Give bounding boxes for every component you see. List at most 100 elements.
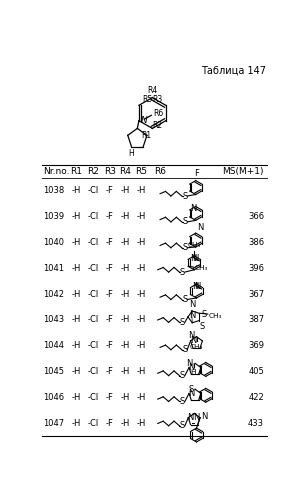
Text: -H: -H: [137, 186, 146, 195]
Text: -H: -H: [137, 393, 146, 402]
Text: -Cl: -Cl: [88, 367, 99, 376]
Text: -F: -F: [106, 212, 114, 221]
Text: 1046: 1046: [43, 393, 64, 402]
Text: -F: -F: [106, 186, 114, 195]
Text: CH₃: CH₃: [195, 265, 209, 271]
Text: 1038: 1038: [43, 186, 64, 195]
Text: N: N: [192, 282, 198, 291]
Text: N: N: [202, 413, 208, 422]
Text: 1044: 1044: [43, 341, 64, 350]
Text: -H: -H: [72, 341, 81, 350]
Text: CH₃: CH₃: [188, 242, 201, 248]
Text: -Cl: -Cl: [88, 264, 99, 273]
Text: N: N: [189, 300, 195, 309]
Text: -H: -H: [120, 367, 130, 376]
Text: R2: R2: [153, 121, 163, 130]
Text: S: S: [188, 385, 194, 394]
Text: R4: R4: [119, 167, 131, 176]
Text: -F: -F: [106, 367, 114, 376]
Text: N: N: [141, 116, 147, 125]
Text: 367: 367: [248, 289, 264, 298]
Text: -H: -H: [72, 419, 81, 428]
Text: -H: -H: [137, 264, 146, 273]
Text: 369: 369: [248, 341, 264, 350]
Text: 396: 396: [248, 264, 264, 273]
Text: 1040: 1040: [43, 238, 64, 247]
Text: -H: -H: [137, 212, 146, 221]
Text: 1045: 1045: [43, 367, 64, 376]
Text: -Cl: -Cl: [88, 212, 99, 221]
Text: R6: R6: [154, 167, 166, 176]
Text: N: N: [197, 223, 204, 232]
Text: N: N: [190, 254, 196, 263]
Text: -F: -F: [106, 238, 114, 247]
Text: R6: R6: [154, 109, 164, 118]
Text: -H: -H: [120, 341, 130, 350]
Text: -H: -H: [72, 264, 81, 273]
Text: N: N: [189, 311, 195, 320]
Text: -H: -H: [120, 419, 130, 428]
Text: N: N: [188, 389, 194, 398]
Text: F: F: [194, 169, 199, 178]
Text: Таблица 147: Таблица 147: [201, 65, 266, 75]
Text: -H: -H: [120, 289, 130, 298]
Text: -H: -H: [72, 238, 81, 247]
Text: -H: -H: [72, 212, 81, 221]
Text: -H: -H: [137, 315, 146, 324]
Text: -H: -H: [120, 212, 130, 221]
Text: -H: -H: [120, 264, 130, 273]
Text: 433: 433: [248, 419, 264, 428]
Text: N: N: [195, 282, 201, 291]
Text: N: N: [186, 359, 193, 368]
Text: 422: 422: [248, 393, 264, 402]
Text: 1039: 1039: [43, 212, 64, 221]
Text: S: S: [180, 397, 185, 406]
Text: -H: -H: [72, 186, 81, 195]
Text: -H: -H: [137, 419, 146, 428]
Text: S: S: [200, 322, 205, 331]
Text: 1047: 1047: [43, 419, 64, 428]
Text: Nr.no.: Nr.no.: [43, 167, 70, 176]
Text: R5: R5: [142, 95, 152, 104]
Text: -H: -H: [120, 238, 130, 247]
Text: -F: -F: [106, 393, 114, 402]
Text: S: S: [182, 243, 188, 252]
Text: -H: -H: [72, 289, 81, 298]
Text: -Cl: -Cl: [88, 289, 99, 298]
Text: -H: -H: [137, 289, 146, 298]
Text: N: N: [190, 336, 196, 345]
Text: -H: -H: [120, 186, 130, 195]
Text: -Cl: -Cl: [88, 393, 99, 402]
Text: -H: -H: [137, 341, 146, 350]
Text: S: S: [182, 295, 188, 304]
Text: 366: 366: [248, 212, 264, 221]
Text: R3: R3: [152, 95, 163, 104]
Text: -H: -H: [137, 238, 146, 247]
Text: -H: -H: [120, 315, 130, 324]
Text: -F: -F: [106, 315, 114, 324]
Text: N: N: [191, 204, 197, 213]
Text: N: N: [188, 331, 195, 340]
Text: S: S: [180, 267, 185, 276]
Text: S: S: [201, 309, 207, 318]
Text: S: S: [182, 192, 188, 201]
Text: 387: 387: [248, 315, 264, 324]
Text: -F: -F: [106, 289, 114, 298]
Text: H: H: [191, 369, 196, 375]
Text: -H: -H: [120, 393, 130, 402]
Text: -H: -H: [137, 367, 146, 376]
Text: -Cl: -Cl: [88, 315, 99, 324]
Text: S: S: [182, 345, 188, 354]
Text: N: N: [192, 254, 199, 263]
Text: 386: 386: [248, 238, 264, 247]
Text: -Cl: -Cl: [88, 186, 99, 195]
Text: S: S: [180, 421, 185, 430]
Text: R1: R1: [70, 167, 82, 176]
Text: -Cl: -Cl: [88, 238, 99, 247]
Text: R2: R2: [88, 167, 99, 176]
Text: 1043: 1043: [43, 315, 64, 324]
Text: CH₃: CH₃: [209, 312, 222, 318]
Text: 1042: 1042: [43, 289, 64, 298]
Text: -F: -F: [106, 264, 114, 273]
Text: -F: -F: [106, 341, 114, 350]
